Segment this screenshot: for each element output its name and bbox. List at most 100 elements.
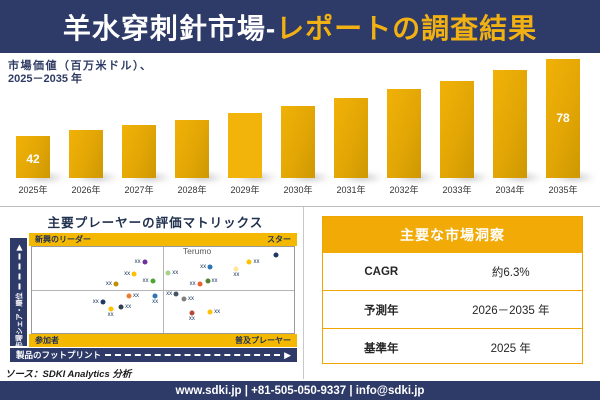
x-axis-tick-label: 2029年	[230, 185, 260, 195]
x-axis-tick-label: 2034年	[495, 185, 525, 195]
scatter-dot	[246, 259, 252, 265]
dot-label: xx	[92, 299, 99, 306]
matrix-scatter-plot: Terumo xx xx xx xx xx xx xx xx xx xx xx xx xx xx xx xx x…	[31, 246, 295, 334]
page-title-market: 羊水穿刺針市場-	[62, 12, 277, 44]
bar-group: 78 2035年	[546, 58, 596, 196]
bar-value-label: 42	[26, 152, 40, 166]
market-value-bar-chart: 42 2025年 2026年 2027年 2028年 2029年 2030年 2031年 203…	[16, 58, 596, 196]
bar-group: 2026年	[69, 58, 119, 196]
insights-row-予測年: 予測年 2026－2035 年	[323, 290, 582, 328]
quadrant-label-participants: 参加者	[35, 336, 59, 345]
scatter-dot	[207, 309, 213, 314]
bar-2025年: 42	[16, 136, 50, 178]
insights-header: 主要な市場洞察	[323, 217, 582, 253]
bar-group: 2027年	[122, 58, 172, 196]
quadrant-label-emerging-leaders: 新興のリーダー	[35, 235, 91, 244]
matrix-y-axis: 市場シェア・順位 ▶	[11, 245, 28, 349]
matrix-x-axis-strip: 製品のフットプリント ▶	[10, 348, 297, 362]
matrix-bottom-band: 参加者 普及プレーヤー	[29, 334, 297, 347]
bar-value-label: 78	[556, 111, 570, 125]
x-axis-tick-label: 2033年	[442, 185, 472, 195]
bar-2035年: 78	[546, 59, 580, 178]
bar-2034年	[493, 70, 527, 178]
dot-label: xx	[187, 295, 194, 302]
matrix-y-axis-label: 市場シェア・順位	[16, 292, 23, 349]
scatter-dot	[152, 293, 158, 299]
scatter-dot	[233, 266, 239, 271]
dot-label: xx	[124, 270, 131, 277]
matrix-x-axis-label: 製品のフットプリント	[16, 350, 102, 360]
dot-label: xx	[233, 271, 240, 278]
insights-row-label: 予測年	[364, 304, 399, 317]
scatter-dot	[108, 306, 114, 312]
scatter-dot	[197, 281, 203, 287]
dot-label: xx	[134, 258, 141, 265]
bar-2028年	[175, 120, 209, 178]
bar-group: 42 2025年	[16, 58, 66, 196]
bar-group: 2033年	[440, 58, 490, 196]
x-axis-tick-label: 2028年	[177, 185, 207, 195]
scatter-dot	[165, 270, 171, 276]
bar-2030年	[281, 106, 315, 178]
scatter-dot	[126, 293, 132, 299]
dot-label: xx	[166, 291, 173, 298]
footer-bar: www.sdki.jp | +81-505-050-9337 | info@sd…	[0, 381, 600, 400]
dot-label: xx	[172, 269, 179, 276]
scatter-dot	[100, 299, 106, 305]
scatter-dot	[207, 264, 213, 270]
dot-label: xx	[200, 263, 207, 270]
dot-label: xx	[125, 304, 132, 311]
insights-row-value: 約6.3%	[491, 266, 530, 279]
page-title-report: レポートの調査結果	[276, 12, 538, 44]
dot-label: xx	[189, 280, 196, 287]
insights-rows: CAGR 約6.3% 予測年 2026－2035 年基準年 2025 年	[323, 253, 582, 366]
dot-label: xx	[132, 293, 139, 300]
page-title: 羊水穿刺針市場-レポートの調査結果	[63, 7, 537, 47]
bar-group: 2028年	[175, 58, 225, 196]
vertical-divider	[303, 207, 304, 379]
matrix-y-axis-strip: 市場シェア・順位 ▶	[10, 238, 28, 349]
insights-row-label: CAGR	[364, 265, 399, 278]
scatter-dot	[205, 278, 211, 284]
footer-contact-text: www.sdki.jp | +81-505-050-9337 | info@sd…	[175, 384, 425, 397]
x-axis-tick-label: 2032年	[389, 185, 419, 195]
matrix-y-axis-arrow-icon: ▶	[14, 244, 23, 251]
insights-row-value: 2025 年	[490, 342, 531, 355]
scatter-dot	[113, 281, 119, 287]
matrix-annotation-terumo: Terumo	[182, 246, 212, 257]
bar-group: 2030年	[281, 58, 331, 196]
bar-2026年	[69, 130, 103, 178]
bar-group: 2032年	[387, 58, 437, 196]
dot-label: xx	[214, 308, 221, 315]
scatter-dot	[173, 291, 179, 297]
dot-label: xx	[152, 299, 159, 306]
dot-label: xx	[105, 280, 112, 287]
x-axis-tick-label: 2035年	[548, 185, 578, 195]
matrix-x-axis-dashes	[105, 354, 281, 356]
insights-row-label: 基準年	[364, 342, 399, 355]
scatter-dot	[273, 252, 279, 258]
matrix-title: 主要プレーヤーの評価マトリックス	[47, 216, 264, 230]
chart-subtitle-line1: 市場価値（百万米ドル）、	[8, 60, 153, 72]
scatter-dot	[150, 278, 156, 284]
horizontal-divider	[0, 206, 600, 207]
key-market-insights-table: 主要な市場洞察 CAGR 約6.3% 予測年 2026－2035 年基準年 2025 年	[322, 216, 583, 364]
bar-2032年	[387, 89, 421, 178]
x-axis-tick-label: 2025年	[18, 185, 48, 195]
bar-group: 2034年	[493, 58, 543, 196]
x-axis-tick-label: 2026年	[71, 185, 101, 195]
title-bar: 羊水穿刺針市場-レポートの調査結果	[0, 0, 600, 53]
quadrant-label-star: スター	[267, 235, 291, 244]
player-evaluation-matrix: 市場シェア・順位 ▶ 新興のリーダー スター Terumo xx xx xx xx xx…	[10, 233, 297, 362]
scatter-dot	[189, 310, 195, 316]
bar-2031年	[334, 98, 368, 178]
bar-2033年	[440, 81, 474, 178]
dot-label: xx	[188, 316, 195, 323]
source-note: ソース：SDKI Analytics 分析	[5, 369, 132, 380]
scatter-dot	[181, 296, 187, 302]
x-axis-tick-label: 2030年	[283, 185, 313, 195]
matrix-x-axis-arrow-icon: ▶	[284, 349, 291, 360]
bar-2027年	[122, 125, 156, 178]
insights-row-value: 2026－2035 年	[472, 304, 550, 317]
scatter-dot	[118, 304, 124, 310]
